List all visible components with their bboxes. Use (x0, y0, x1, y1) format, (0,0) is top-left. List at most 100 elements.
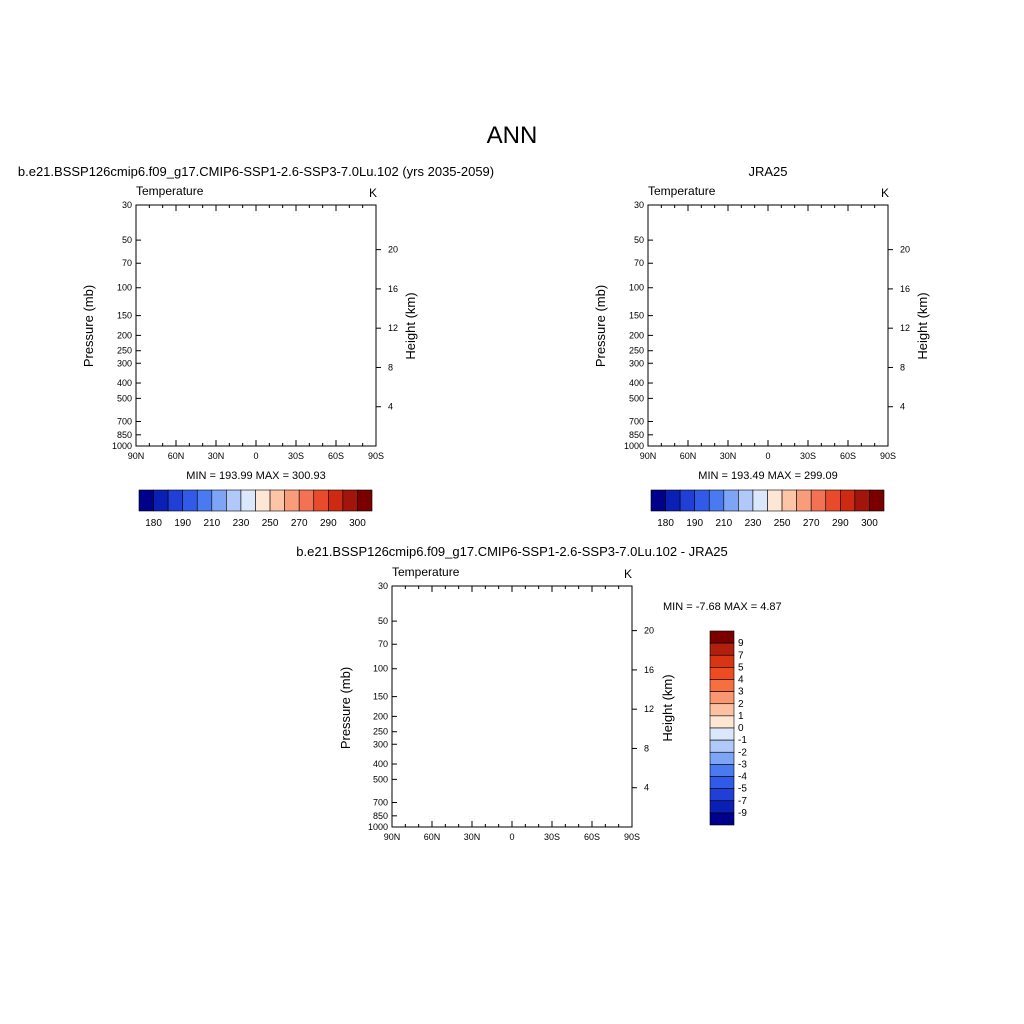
colorbar-swatch (840, 489, 856, 512)
colorbar-swatch (767, 489, 783, 512)
colorbar-swatch (226, 489, 242, 512)
colorbar-swatch (854, 489, 870, 512)
colorbar-label: 300 (861, 518, 878, 529)
colorbar-label: 3 (738, 687, 744, 698)
height-tick-label: 8 (900, 362, 905, 372)
pressure-tick-label: 500 (373, 774, 388, 784)
colorbar-label: -7 (738, 796, 747, 807)
pressure-tick-label: 250 (373, 727, 388, 737)
lat-tick-label: 30S (288, 451, 304, 461)
colorbar-swatch (709, 788, 735, 802)
contour-region (589, 586, 632, 755)
colorbar-swatch (211, 489, 227, 512)
panel-units-label: K (369, 186, 377, 200)
colorbar-label: 230 (233, 518, 250, 529)
height-tick-label: 8 (388, 362, 393, 372)
lat-tick-label: 0 (509, 832, 514, 842)
panel-jra25: JRA25 Temperature K Pressure (mb) Height… (593, 164, 930, 529)
lat-tick-label: 90N (640, 451, 657, 461)
pressure-tick-label: 250 (629, 346, 644, 356)
pressure-tick-label: 150 (373, 692, 388, 702)
contour-region (421, 586, 596, 682)
panel-units-label: K (881, 186, 889, 200)
contour-region (172, 416, 328, 446)
height-tick-label: 12 (644, 704, 654, 714)
colorbar-swatch (240, 489, 256, 512)
colorbar-swatch (709, 739, 735, 753)
colorbar-label: 230 (745, 518, 762, 529)
pressure-tick-label: 300 (373, 739, 388, 749)
colorbar-label: 190 (686, 518, 703, 529)
height-tick-label: 12 (388, 323, 398, 333)
colorbar-swatch (650, 489, 666, 512)
pressure-tick-label: 150 (117, 311, 132, 321)
colorbar-swatch (342, 489, 358, 512)
colorbar-swatch (709, 679, 735, 692)
pressure-tick-label: 400 (117, 378, 132, 388)
height-tick-label: 16 (900, 284, 910, 294)
pressure-tick-label: 850 (117, 430, 132, 440)
colorbar-label: -1 (738, 735, 747, 746)
pressure-tick-label: 700 (117, 416, 132, 426)
pressure-tick-label: 30 (122, 200, 132, 210)
colorbar-swatch (694, 489, 710, 512)
colorbar-swatch (153, 489, 169, 512)
min-max-stats: MIN = 193.99 MAX = 300.93 (186, 470, 325, 482)
contour-region (136, 205, 376, 446)
colorbar-swatch (709, 800, 735, 814)
lat-tick-label: 0 (253, 451, 258, 461)
colorbar: 180 190 210 230 250 270 290 300 (138, 489, 373, 529)
colorbar-swatch (328, 489, 344, 512)
pressure-tick-label: 1000 (368, 822, 388, 832)
pressure-tick-label: 200 (629, 330, 644, 340)
lat-tick-label: 60N (424, 832, 441, 842)
colorbar-swatch (709, 715, 735, 729)
height-tick-label: 20 (644, 626, 654, 636)
colorbar-swatch (357, 489, 373, 512)
lat-tick-label: 90N (128, 451, 145, 461)
contour-region (691, 219, 782, 315)
colorbar-swatch (709, 727, 735, 741)
lat-tick-label: 60N (680, 451, 697, 461)
pressure-tick-label: 70 (634, 258, 644, 268)
colorbar-label: 7 (738, 650, 744, 661)
colorbar-label: 190 (174, 518, 191, 529)
contour-region (498, 631, 527, 648)
contour-region (155, 399, 352, 446)
contour-region (392, 586, 420, 731)
height-tick-label: 16 (644, 665, 654, 675)
lat-tick-label: 60S (328, 451, 344, 461)
contour-region (648, 353, 888, 446)
contour-region (708, 241, 766, 294)
colorbar-swatch (709, 691, 735, 705)
colorbar-swatch (167, 489, 183, 512)
colorbar-label: 5 (738, 662, 744, 673)
temperature-contour-field (647, 204, 889, 447)
contour-region (505, 711, 534, 740)
colorbar-label: -3 (738, 759, 747, 770)
pressure-tick-label: 850 (373, 811, 388, 821)
colorbar-label: 300 (349, 518, 366, 529)
contour-region (440, 665, 584, 791)
contour-region (392, 817, 421, 827)
contour-region (667, 399, 864, 446)
colorbar: 180 190 210 230 250 270 290 300 (650, 489, 885, 529)
height-axis-label: Height (km) (915, 292, 930, 359)
plot-frame (647, 204, 889, 447)
colorbar-swatch (709, 654, 735, 668)
axes: 3050701001502002503004005007008501000481… (112, 200, 398, 461)
axes: 3050701001502002503004005007008501000481… (368, 581, 654, 842)
min-max-stats: MIN = 193.49 MAX = 299.09 (698, 470, 837, 482)
colorbar-swatch (182, 489, 198, 512)
lat-tick-label: 90S (624, 832, 640, 842)
pressure-tick-label: 200 (117, 330, 132, 340)
colorbar-swatch (869, 489, 885, 512)
contour-region (648, 205, 888, 446)
pressure-tick-label: 850 (629, 430, 644, 440)
contour-region (344, 205, 376, 330)
contour-region (136, 336, 376, 446)
height-tick-label: 4 (900, 402, 905, 412)
height-tick-label: 20 (388, 245, 398, 255)
colorbar-swatch (313, 489, 329, 512)
colorbar-swatch (298, 489, 315, 512)
